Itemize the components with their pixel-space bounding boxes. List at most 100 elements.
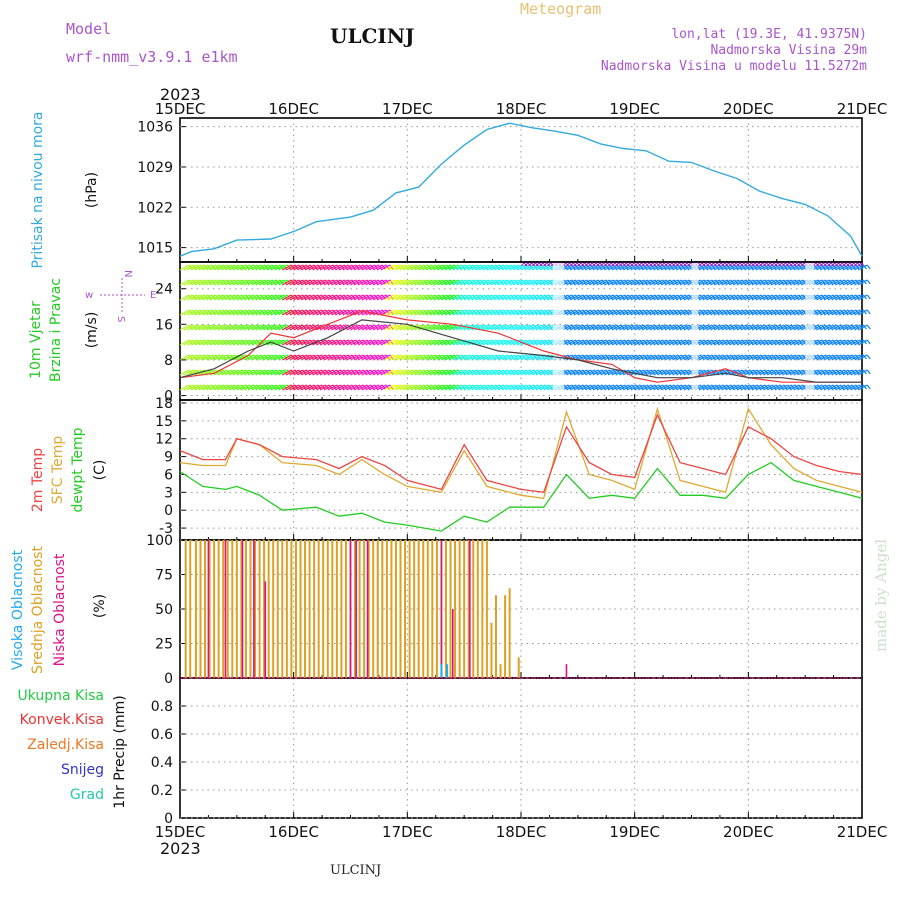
elevation-label: Nadmorska Visina 29m [710, 43, 867, 58]
mid-cloud-bar [508, 588, 511, 678]
low-cloud-bar [224, 540, 227, 678]
time-label-bottom: 19DEC [609, 823, 660, 841]
footer-station: ULCINJ [330, 863, 381, 878]
mid-cloud-bar [372, 540, 375, 678]
mid-cloud-bar [504, 595, 507, 678]
mid-cloud-bar [472, 540, 475, 678]
y-tick-label: 100 [146, 533, 173, 549]
wind-gust-line [179, 310, 862, 383]
mid-cloud-bar [426, 540, 429, 678]
mid-cloud-bar [294, 540, 297, 678]
mid-cloud-bar [408, 540, 411, 678]
mid-cloud-label: Srednja Oblacnost [30, 546, 46, 674]
compass-w: w [85, 290, 93, 301]
mid-cloud-bar [189, 540, 192, 678]
time-label-bottom: 17DEC [382, 823, 433, 841]
mid-cloud-bar [326, 540, 329, 678]
mid-cloud-bar [367, 540, 370, 678]
low-cloud-bar [355, 540, 357, 678]
time-label-top: 20DEC [723, 100, 774, 118]
mid-cloud-bar [340, 540, 343, 678]
precip-unit: 1hr Precip (mm) [112, 695, 128, 808]
high-cloud-bar [440, 664, 443, 678]
time-label-bottom: 21DEC [837, 823, 888, 841]
mid-cloud-bar [184, 540, 187, 678]
mid-cloud-bar [281, 540, 284, 678]
mid-cloud-bar [344, 540, 347, 678]
mid-cloud-bar [204, 540, 207, 678]
y-tick-label: 15 [155, 414, 173, 430]
y-tick-label: 50 [155, 602, 173, 618]
y-tick-label: 25 [155, 637, 173, 653]
time-label-top: 17DEC [382, 100, 433, 118]
mid-cloud-bar [458, 540, 461, 678]
y-tick-label: 1036 [137, 120, 173, 136]
y-tick-label: 8 [164, 353, 173, 369]
pressure-title: Pritisak na nivou mora [30, 111, 46, 268]
time-label-top: 19DEC [609, 100, 660, 118]
mid-cloud-bar [476, 540, 479, 678]
y-tick-label: 6 [164, 467, 173, 483]
precip-convective-label: Konvek.Kisa [20, 712, 104, 728]
low-cloud-bar [349, 540, 352, 678]
model-label: Model [66, 20, 111, 38]
low-cloud-bar [264, 581, 267, 678]
y-tick-label: 3 [164, 485, 173, 501]
time-label-bottom: 20DEC [723, 823, 774, 841]
mid-cloud-bar [254, 540, 257, 678]
mid-cloud-bar [267, 540, 270, 678]
time-label-top: 15DEC [155, 100, 206, 118]
wind-title-1: 10m Vjetar [28, 301, 44, 379]
mid-cloud-bar [235, 540, 238, 678]
y-tick-label: 75 [155, 568, 173, 584]
time-label-bottom: 16DEC [268, 823, 319, 841]
year-bottom: 2023 [160, 839, 201, 858]
mid-cloud-bar [444, 540, 447, 678]
dewpt-label: dewpt Temp [70, 427, 86, 512]
low-cloud-bar [366, 540, 369, 678]
station-title: ULCINJ [330, 24, 415, 48]
mid-cloud-bar [431, 540, 434, 678]
time-label-bottom: 15DEC [155, 823, 206, 841]
mid-cloud-bar [331, 540, 334, 678]
meteogram-label: Meteogram [520, 0, 601, 18]
precip-snow-label: Snijeg [61, 762, 104, 778]
y-tick-label: 0.6 [151, 727, 173, 743]
mid-cloud-bar [399, 540, 402, 678]
mid-cloud-bar [413, 540, 416, 678]
mid-cloud-bar [313, 540, 316, 678]
y-tick-label: 0 [164, 503, 173, 519]
pressure-line [179, 122, 863, 257]
compass-e: E [150, 290, 156, 301]
low-cloud-label: Niska Oblacnost [52, 553, 68, 666]
panel-precip [179, 677, 863, 819]
mid-cloud-bar [417, 540, 420, 678]
mid-cloud-bar [494, 595, 497, 678]
precip-freezing-label: Zaledj.Kisa [27, 737, 104, 753]
wind-speed-line [179, 319, 862, 383]
mid-cloud-bar [263, 540, 266, 678]
mid-cloud-bar [517, 657, 520, 678]
mid-cloud-bar [499, 664, 502, 678]
time-label-top: 16DEC [268, 100, 319, 118]
mid-cloud-bar [199, 540, 202, 678]
mid-cloud-bar [485, 540, 488, 678]
low-cloud-bar [207, 540, 210, 678]
precip-hail-label: Grad [70, 787, 104, 803]
y-tick-label: 0 [164, 671, 173, 687]
wind-title-2: Brzina i Pravac [48, 278, 64, 382]
pressure-unit: (hPa) [84, 172, 100, 208]
mid-cloud-bar [404, 540, 407, 678]
mid-cloud-bar [454, 540, 457, 678]
mid-cloud-bar [490, 622, 493, 678]
mid-cloud-bar [422, 540, 425, 678]
mid-cloud-bar [354, 540, 357, 678]
y-tick-label: 9 [164, 450, 173, 466]
y-tick-label: 16 [155, 317, 173, 333]
low-cloud-bar [452, 609, 454, 678]
y-tick-label: 24 [155, 282, 173, 298]
y-tick-label: 0 [164, 811, 173, 827]
y-tick-label: 18 [155, 396, 173, 412]
